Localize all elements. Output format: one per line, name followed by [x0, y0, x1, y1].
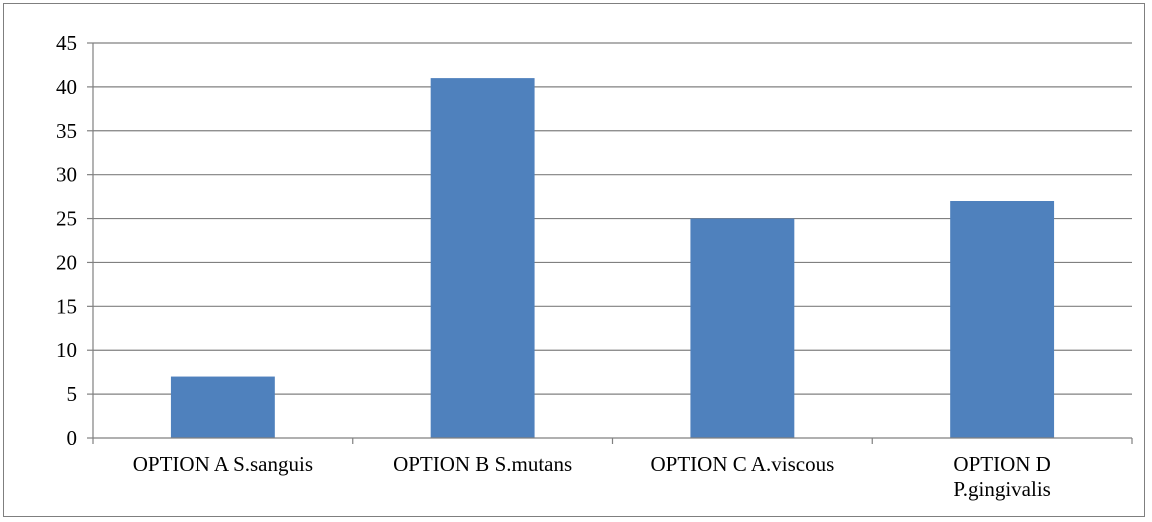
bar [690, 218, 795, 438]
x-category-label: OPTION C A.viscous [650, 452, 834, 476]
bar [950, 201, 1055, 438]
y-tick-label: 0 [67, 426, 78, 450]
y-tick-label: 35 [56, 119, 77, 143]
y-tick-label: 20 [56, 250, 77, 274]
y-tick-label: 30 [56, 163, 77, 187]
y-tick-label: 5 [67, 382, 78, 406]
bar [170, 376, 275, 438]
labels: 0 5 10 15 20 25 30 35 40 45 OPTION A S.sanguis OPTI… [56, 31, 1051, 501]
y-tick-label: 10 [56, 338, 77, 362]
y-tick-label: 25 [56, 207, 77, 231]
y-tick-label: 45 [56, 31, 77, 55]
y-tick-label: 40 [56, 75, 77, 99]
x-category-label: OPTION B S.mutans [393, 452, 572, 476]
x-category-label: OPTION A S.sanguis [133, 452, 313, 476]
axes [87, 42, 1133, 444]
x-category-label: OPTION D P.gingivalis [953, 452, 1050, 501]
bar [430, 78, 535, 438]
bars [170, 78, 1055, 438]
y-tick-label: 15 [56, 294, 77, 318]
